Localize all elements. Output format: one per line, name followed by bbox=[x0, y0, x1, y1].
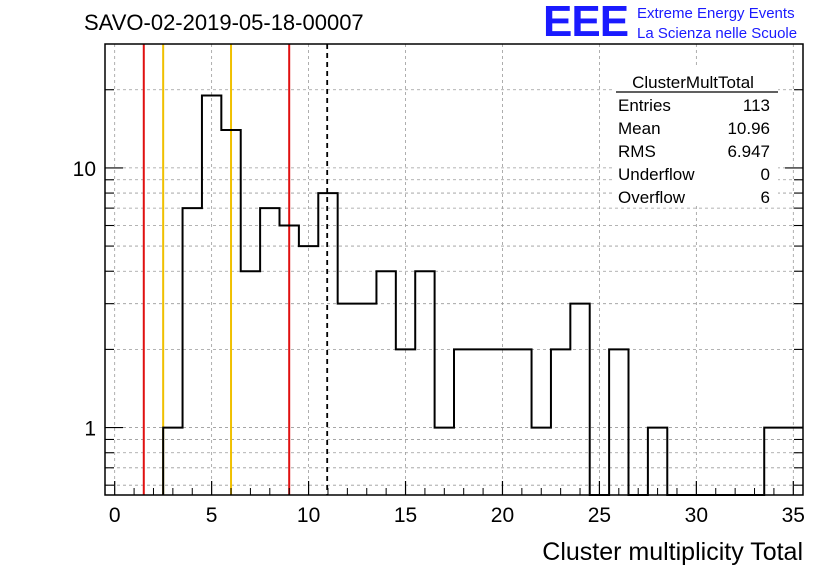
histogram-bin bbox=[454, 349, 473, 495]
histogram-bin bbox=[338, 304, 357, 495]
stats-box-background bbox=[612, 66, 778, 204]
stats-value: 6 bbox=[761, 188, 770, 207]
ticks-layer bbox=[105, 89, 803, 495]
x-axis-label: Cluster multiplicity Total bbox=[542, 538, 803, 566]
histogram-bin bbox=[260, 208, 279, 495]
stats-label: Entries bbox=[618, 96, 671, 115]
labels-layer: 0 5 10 15 20 25 30 35 1 10 bbox=[73, 158, 805, 527]
stats-box: ClusterMultTotal Entries 113 Mean 10.96 RMS 6… bbox=[612, 66, 778, 207]
histogram-layer bbox=[162, 94, 803, 496]
stats-label: RMS bbox=[618, 142, 656, 161]
stats-rows: Entries 113 Mean 10.96 RMS 6.947 Underflow 0 Ove… bbox=[618, 96, 770, 207]
histogram-bin bbox=[570, 304, 589, 495]
eee-logo-mark: EEE bbox=[543, 0, 629, 46]
y-tick-label: 1 bbox=[84, 418, 96, 441]
x-tick-label: 30 bbox=[685, 504, 708, 527]
x-tick-label: 20 bbox=[491, 504, 514, 527]
x-tick-label: 15 bbox=[394, 504, 417, 527]
logo-line-2: La Scienza nelle Scuole bbox=[637, 25, 798, 42]
stats-value: 113 bbox=[743, 96, 770, 115]
histogram-bin bbox=[357, 304, 376, 495]
histogram-bin bbox=[473, 349, 492, 495]
vertical-lines-layer bbox=[142, 44, 329, 495]
logo-line-1: Extreme Energy Events bbox=[637, 5, 795, 22]
stats-label: Underflow bbox=[618, 165, 695, 184]
stats-value: 6.947 bbox=[727, 142, 770, 161]
stats-value: 0 bbox=[761, 165, 770, 184]
x-tick-label: 25 bbox=[588, 504, 611, 527]
histogram-bin bbox=[551, 349, 570, 495]
histogram-bin bbox=[241, 271, 260, 495]
x-tick-label: 10 bbox=[297, 504, 320, 527]
histogram-bin bbox=[183, 208, 202, 495]
stats-value: 10.96 bbox=[727, 119, 770, 138]
histogram-bin bbox=[609, 349, 628, 495]
y-tick-label: 10 bbox=[73, 158, 96, 181]
stats-label: Mean bbox=[618, 119, 661, 138]
stats-title: ClusterMultTotal bbox=[632, 73, 754, 92]
histogram-bin bbox=[376, 271, 395, 495]
plot-frame bbox=[104, 43, 804, 496]
x-tick-label: 5 bbox=[206, 504, 218, 527]
x-tick-label: 0 bbox=[109, 504, 121, 527]
histogram-bin bbox=[532, 428, 551, 495]
histogram-bin bbox=[512, 349, 531, 495]
run-title: SAVO-02-2019-05-18-00007 bbox=[84, 10, 364, 35]
histogram-outline bbox=[162, 94, 803, 496]
eee-logo: EEE Extreme Energy Events La Scienza nel… bbox=[543, 0, 833, 46]
histogram-bin bbox=[415, 271, 434, 495]
stats-label: Overflow bbox=[618, 188, 686, 207]
x-tick-label: 35 bbox=[782, 504, 805, 527]
